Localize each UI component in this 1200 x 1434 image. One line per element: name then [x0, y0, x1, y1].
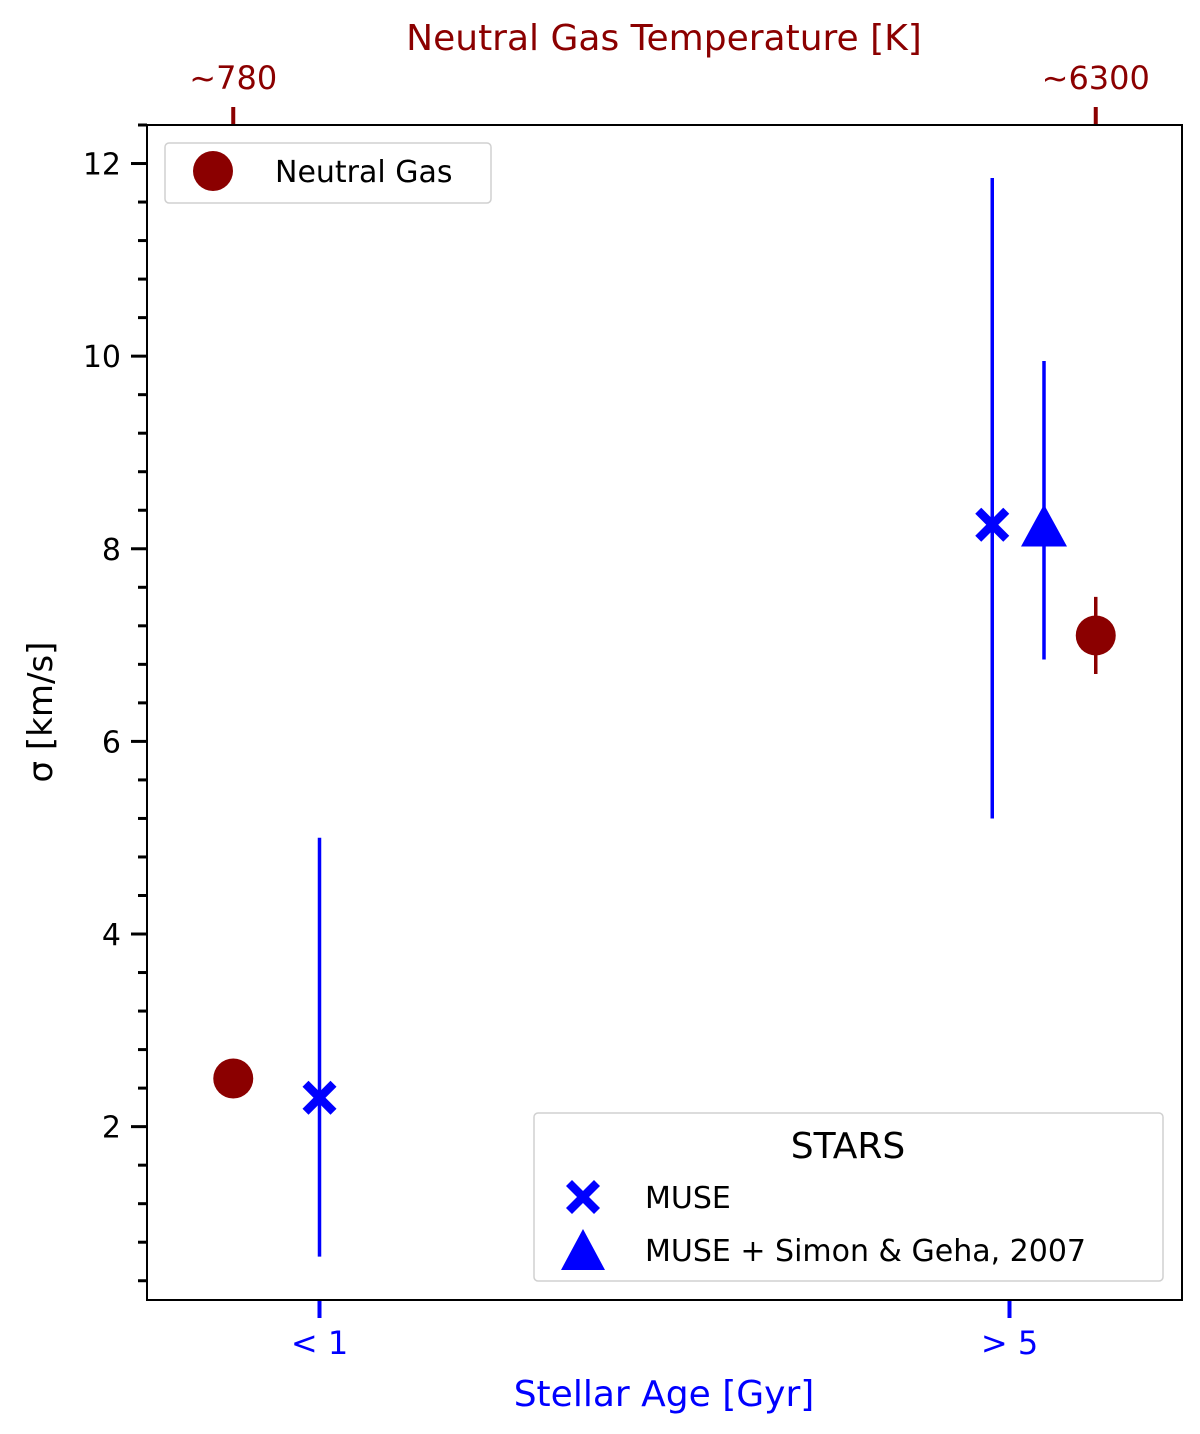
plot-frame: [146, 124, 1183, 1301]
legend-muse-label: MUSE: [645, 1181, 731, 1216]
x-bottom-tick-label: < 1: [291, 1324, 348, 1362]
data-point-x: [302, 1080, 337, 1115]
y-axis-label: σ [km/s]: [21, 642, 61, 783]
plot-layer: 2 4 6 8 10 12 < 1 > 5 ~780 ~6300: [83, 59, 1150, 1362]
data-point-x: [975, 507, 1010, 542]
legend-gas-label: Neutral Gas: [275, 155, 453, 190]
y-tick-label: 6: [102, 725, 121, 760]
x-bottom-tick-label: > 5: [981, 1324, 1038, 1362]
legend-stars-box: [533, 1112, 1164, 1282]
data-point-circle: [1075, 615, 1116, 656]
legend-gas: Neutral Gas: [164, 142, 492, 204]
data-point-circle: [213, 1058, 254, 1099]
y-tick-label: 12: [83, 148, 121, 183]
legend-stars-title: STARS: [791, 1126, 906, 1167]
legend-muse-sg-marker: [561, 1229, 605, 1270]
y-tick-label: 4: [102, 918, 121, 953]
x-top-tick-label: ~780: [189, 59, 277, 97]
y-tick-label: 10: [83, 340, 121, 375]
data-point-triangle: [1021, 504, 1067, 547]
legend-muse-sg-label: MUSE + Simon & Geha, 2007: [645, 1234, 1086, 1269]
legend-stars: STARS MUSE MUSE + Simon & Geha, 2007: [533, 1112, 1164, 1282]
x-axis-label-bottom: Stellar Age [Gyr]: [514, 1374, 815, 1415]
x-top-tick-label: ~6300: [1042, 59, 1150, 97]
legend-gas-box: [164, 142, 492, 204]
legend-gas-marker: [193, 151, 233, 191]
legend-muse-marker: [566, 1180, 600, 1214]
x-axis-label-top: Neutral Gas Temperature [K]: [406, 18, 922, 59]
y-tick-label: 8: [102, 533, 121, 568]
y-tick-label: 2: [102, 1111, 121, 1146]
